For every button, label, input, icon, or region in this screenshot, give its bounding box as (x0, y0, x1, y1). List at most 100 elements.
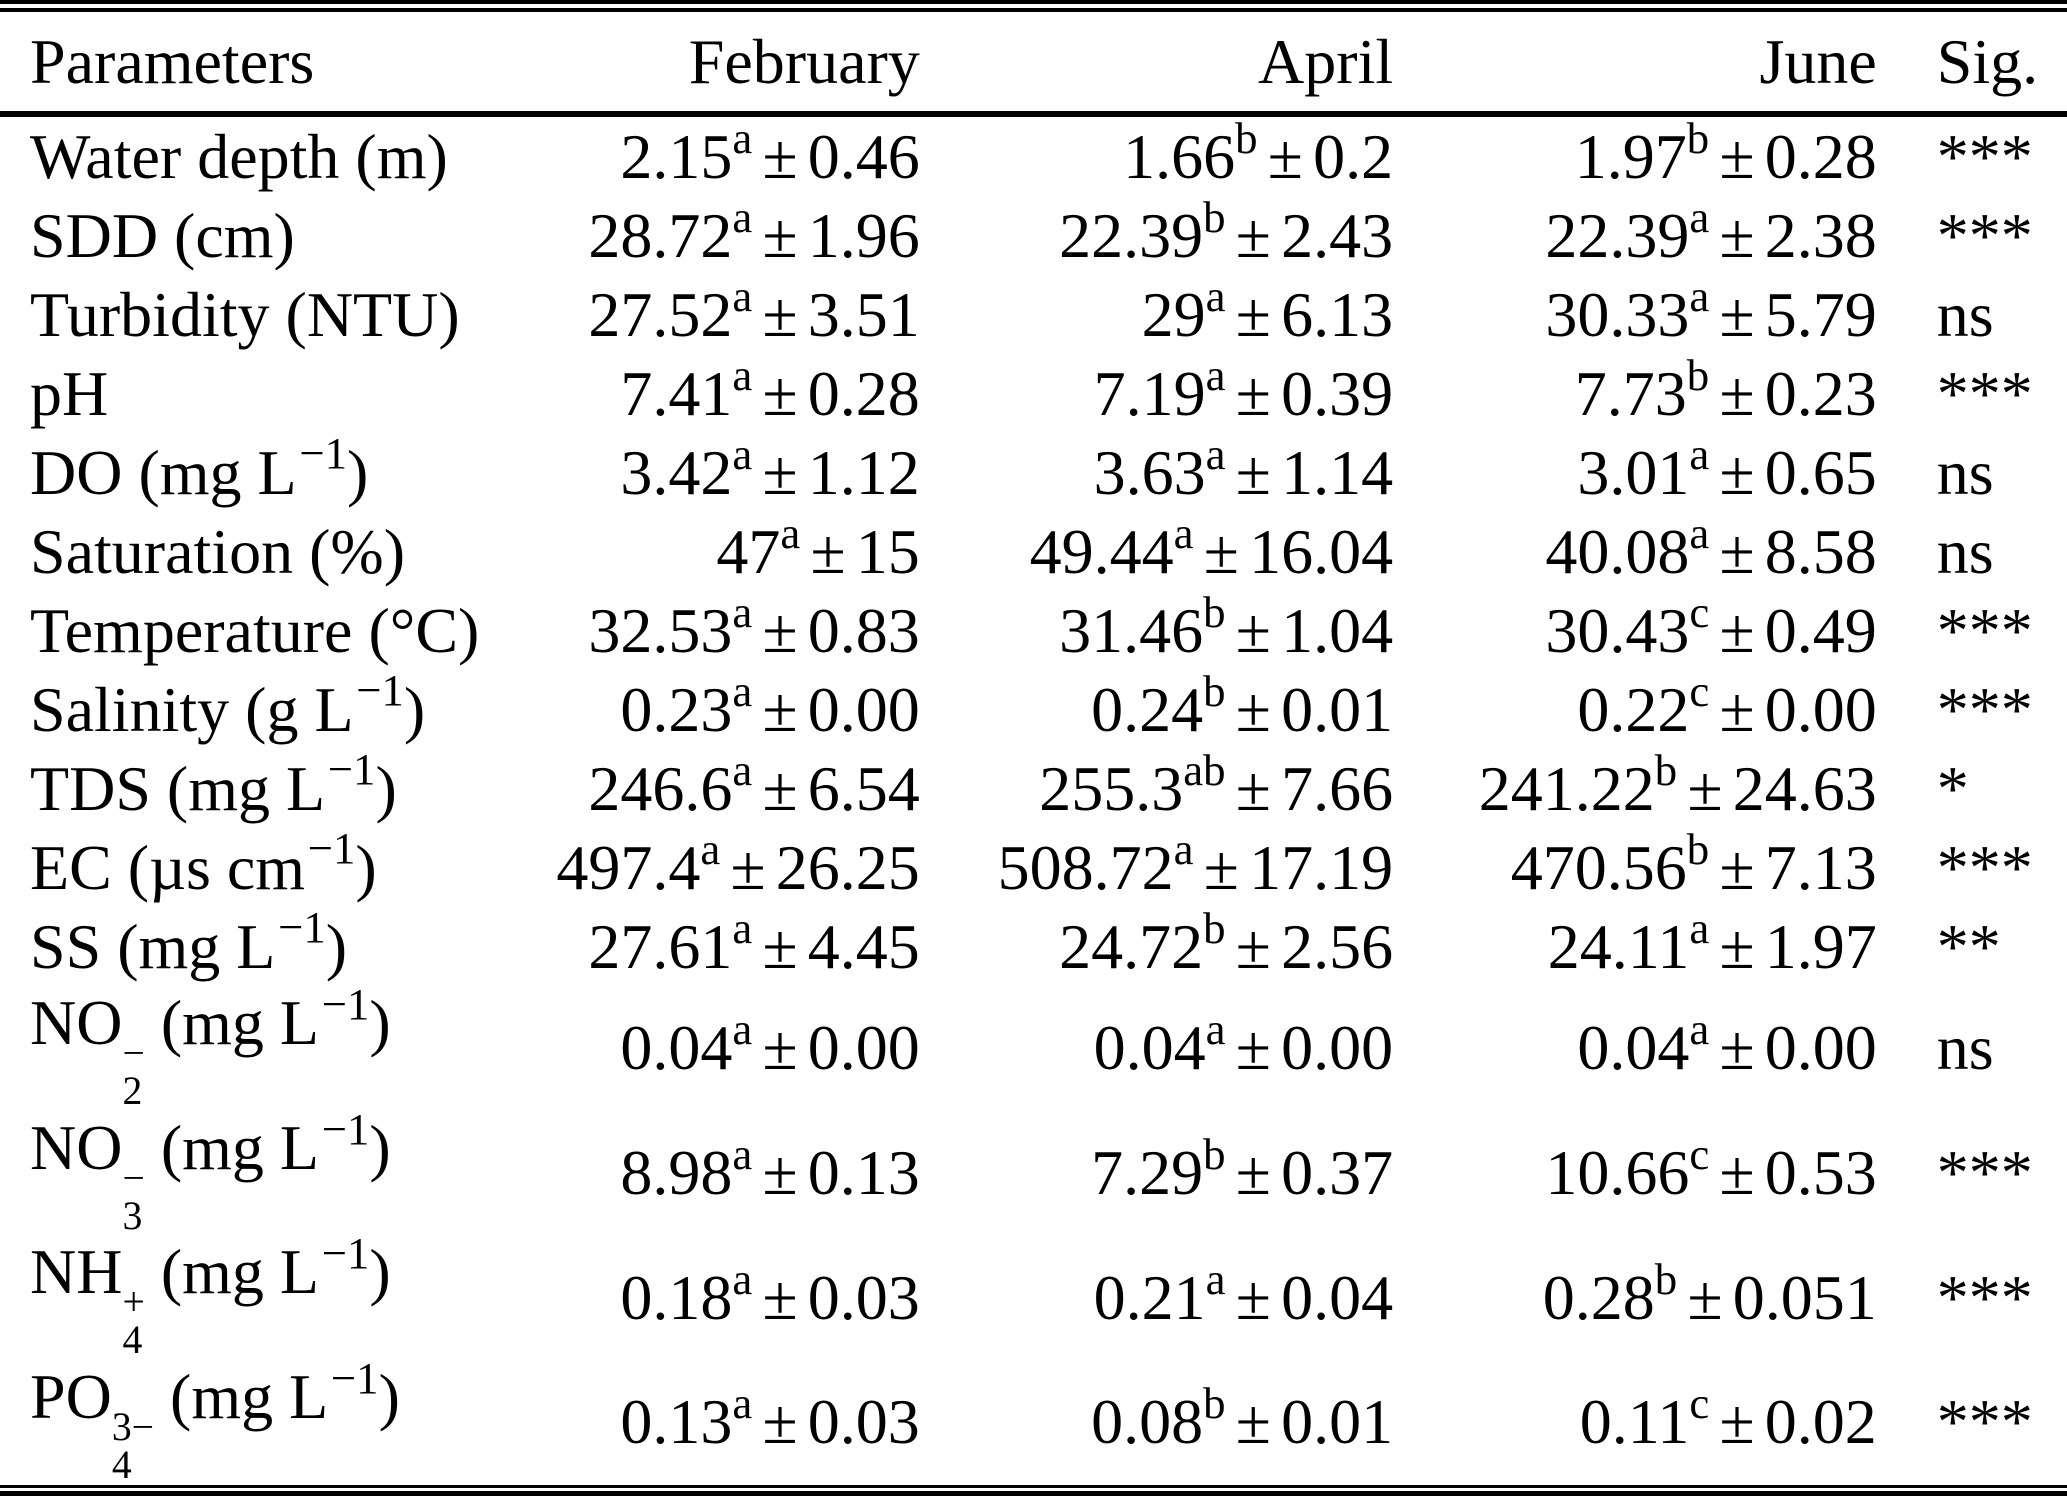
parameter-cell: Water depth (m) (0, 114, 451, 196)
mean-value: 0.04 (1577, 1012, 1690, 1084)
parameter-label: DO (30, 436, 123, 508)
plus-minus-sign: ± (1719, 673, 1755, 745)
sd-value: 1.14 (1281, 436, 1394, 508)
unit-label: mg L (182, 1236, 319, 1308)
significance-value: *** (1936, 1136, 2033, 1208)
top-rule-outer (0, 0, 2067, 4)
value-cell-feb: 7.41a ±0.28 (451, 352, 919, 433)
mean-value: 0.04 (620, 1012, 733, 1084)
group-letter: a (732, 1253, 753, 1304)
sd-value: 8.58 (1764, 515, 1877, 587)
plus-minus-sign: ± (762, 1386, 798, 1458)
paren-close: ) (403, 673, 426, 745)
group-letter: a (732, 270, 753, 321)
plus-minus-sign: ± (1235, 278, 1271, 350)
value-cell-apr: 0.04a ±0.00 (920, 986, 1393, 1111)
paren-close: ) (375, 752, 397, 824)
significance-value: ** (1936, 910, 2001, 982)
parameter-label: NH (30, 1236, 123, 1308)
unit-label: mg L (182, 1111, 319, 1183)
value-cell-feb: 0.13a ±0.03 (451, 1360, 919, 1485)
group-letter: b (1203, 902, 1226, 953)
significance-value: *** (1936, 831, 2033, 903)
value-cell-feb: 2.15a ±0.46 (451, 114, 920, 196)
group-letter: a (1173, 507, 1194, 558)
ion-subscript: 2 (122, 1068, 143, 1113)
group-letter: b (1686, 349, 1710, 400)
group-letter: b (1203, 586, 1226, 637)
paren-open: ( (309, 515, 331, 587)
unit-label: °C (389, 594, 459, 666)
value-cell-jun: 1.97b ±0.28 (1393, 114, 1877, 196)
unit-exponent: −1 (307, 823, 356, 874)
value-cell-jun: 7.73b ±0.23 (1393, 352, 1877, 433)
table-row: SDD (cm) 28.72a ±1.96 22.39b ±2.43 22.39a ±2.3… (0, 194, 2067, 275)
mean-value: 0.21 (1093, 1261, 1206, 1333)
paren-close: ) (378, 1360, 400, 1432)
plus-minus-sign: ± (1235, 594, 1271, 666)
mean-value: 28.72 (588, 199, 733, 271)
plus-minus-sign: ± (762, 910, 798, 982)
sd-value: 0.46 (807, 120, 920, 192)
plus-minus-sign: ± (1235, 1386, 1271, 1458)
group-letter: a (1689, 428, 1710, 479)
unit-label: NTU (306, 278, 439, 350)
group-letter: a (1689, 902, 1710, 953)
sd-value: 0.23 (1764, 357, 1877, 429)
paren-close: ) (369, 1111, 391, 1183)
value-cell-jun: 0.11c ±0.02 (1393, 1360, 1877, 1485)
plus-minus-sign: ± (762, 199, 798, 271)
group-letter: c (1689, 665, 1710, 716)
plus-minus-sign: ± (1719, 1386, 1755, 1458)
unit-exponent: −1 (327, 744, 376, 795)
unit-label: mg L (191, 1360, 329, 1432)
sd-value: 26.25 (775, 831, 920, 903)
mean-value: 255.3 (1039, 752, 1184, 824)
plus-minus-sign: ± (1719, 199, 1755, 271)
plus-minus-sign: ± (1687, 1261, 1723, 1333)
group-letter: b (1686, 823, 1710, 874)
group-letter: a (1173, 823, 1194, 874)
value-cell-jun: 22.39a ±2.38 (1393, 194, 1877, 275)
plus-minus-sign: ± (762, 594, 798, 666)
mean-value: 7.73 (1574, 357, 1687, 429)
unit-label: g L (266, 673, 354, 745)
value-cell-jun: 3.01a ±0.65 (1393, 431, 1876, 512)
parameter-label: SS (30, 910, 102, 982)
paren-open: ( (117, 910, 139, 982)
parameter-label: TDS (30, 752, 151, 824)
value-cell-jun: 470.56b ±7.13 (1393, 826, 1877, 907)
paren-open: ( (160, 1236, 183, 1308)
sd-value: 6.54 (807, 752, 920, 824)
paren-close: ) (325, 910, 348, 982)
value-cell-apr: 7.19a ±0.39 (920, 352, 1393, 433)
plus-minus-sign: ± (762, 278, 798, 350)
parameter-cell: Temperature (°C) (0, 591, 479, 670)
group-letter: b (1203, 1378, 1226, 1429)
significance-value: * (1936, 752, 1969, 824)
paren-open: ( (285, 278, 307, 350)
mean-value: 3.42 (620, 436, 733, 508)
sd-value: 2.38 (1764, 199, 1877, 271)
paren-close: ) (355, 831, 377, 903)
significance-value: *** (1936, 357, 2033, 429)
mean-value: 497.4 (556, 831, 701, 903)
group-letter: a (1689, 191, 1710, 242)
significance-value: *** (1936, 120, 2033, 192)
value-cell-feb: 3.42a ±1.12 (451, 431, 919, 512)
plus-minus-sign: ± (762, 120, 798, 192)
value-cell-jun: 30.33a ±5.79 (1393, 273, 1876, 354)
ion-superscript: − (122, 1031, 145, 1076)
plus-minus-sign: ± (1719, 1136, 1755, 1208)
unit-exponent: −1 (356, 665, 404, 716)
plus-minus-sign: ± (1719, 831, 1755, 903)
sd-value: 0.01 (1281, 1386, 1394, 1458)
plus-minus-sign: ± (1719, 1012, 1755, 1084)
mean-value: 0.18 (620, 1261, 733, 1333)
value-cell-feb: 27.52a ±3.51 (451, 273, 919, 354)
sd-value: 6.13 (1281, 278, 1394, 350)
unit-label: µs cm (149, 831, 306, 903)
sd-value: 0.83 (807, 594, 920, 666)
column-header-april: April (919, 12, 1394, 117)
paren-close: ) (369, 1236, 391, 1308)
